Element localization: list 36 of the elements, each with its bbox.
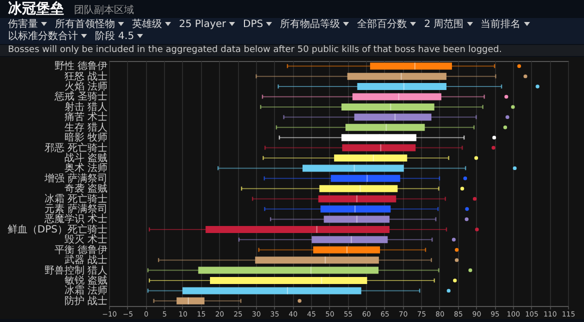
y-tick-label: 增强 萨满祭司 (43, 172, 108, 184)
y-tick-label: 战斗 盗贼 (64, 152, 108, 164)
y-tick-label: 冰霜 法师 (64, 284, 108, 297)
y-tick-label: 平衡 德鲁伊 (54, 244, 108, 256)
y-tick-label: 狂怒 战士 (64, 70, 108, 82)
y-tick-label: 惩戒 圣骑士 (53, 90, 108, 103)
text: 英雄级 (132, 19, 163, 31)
y-tick-label: 邪恶 死亡骑士 (44, 142, 108, 154)
y-tick-label: 防护 战士 (64, 294, 108, 307)
y-tick-label: 生存 猎人 (64, 121, 108, 134)
y-tick-label: 毁灭 术士 (64, 234, 108, 246)
y-tick-label: 恶魔学识 术士 (43, 213, 108, 226)
text: 阶段 4.5 (95, 31, 136, 43)
y-tick-label: 射击 猎人 (64, 100, 108, 113)
chart-title: 冰冠堡垒 (8, 0, 64, 18)
text: 25 Player (179, 19, 228, 31)
text: 伤害量 (8, 19, 39, 30)
y-tick-label: 痛苦 术士 (64, 111, 108, 124)
y-tick-label: 敏锐 盗贼 (64, 274, 108, 286)
y-tick-label: 鲜血（DPS）死亡骑士 (7, 223, 108, 236)
text: 所有物品等级 (280, 19, 342, 31)
text: 全部百分数 (357, 19, 408, 31)
y-tick-label: 奇袭 盗贼 (64, 182, 108, 195)
text: Bosses will only be included in the aggregated data below after 50 public kills of that boss have been logged. (0, 45, 584, 56)
y-tick-label: 奥术 法师 (64, 162, 108, 174)
text: 2 周范围 (424, 19, 465, 31)
y-tick-label: 冰霜 死亡骑士 (44, 192, 108, 205)
text: 以标准分数合计 (8, 31, 79, 43)
text: 当前排名 (480, 19, 522, 31)
y-tick-label: 野性 德鲁伊 (54, 60, 108, 72)
text: 所有首领怪物 (55, 19, 116, 30)
y-tick-label: 野兽控制 猎人 (44, 264, 108, 276)
y-tick-label: 暗影 牧师 (64, 132, 108, 144)
y-tick-label: 武器 战士 (64, 254, 108, 266)
chart-subtitle: 团队副本区域 (74, 4, 134, 18)
text: DPS (243, 19, 264, 31)
